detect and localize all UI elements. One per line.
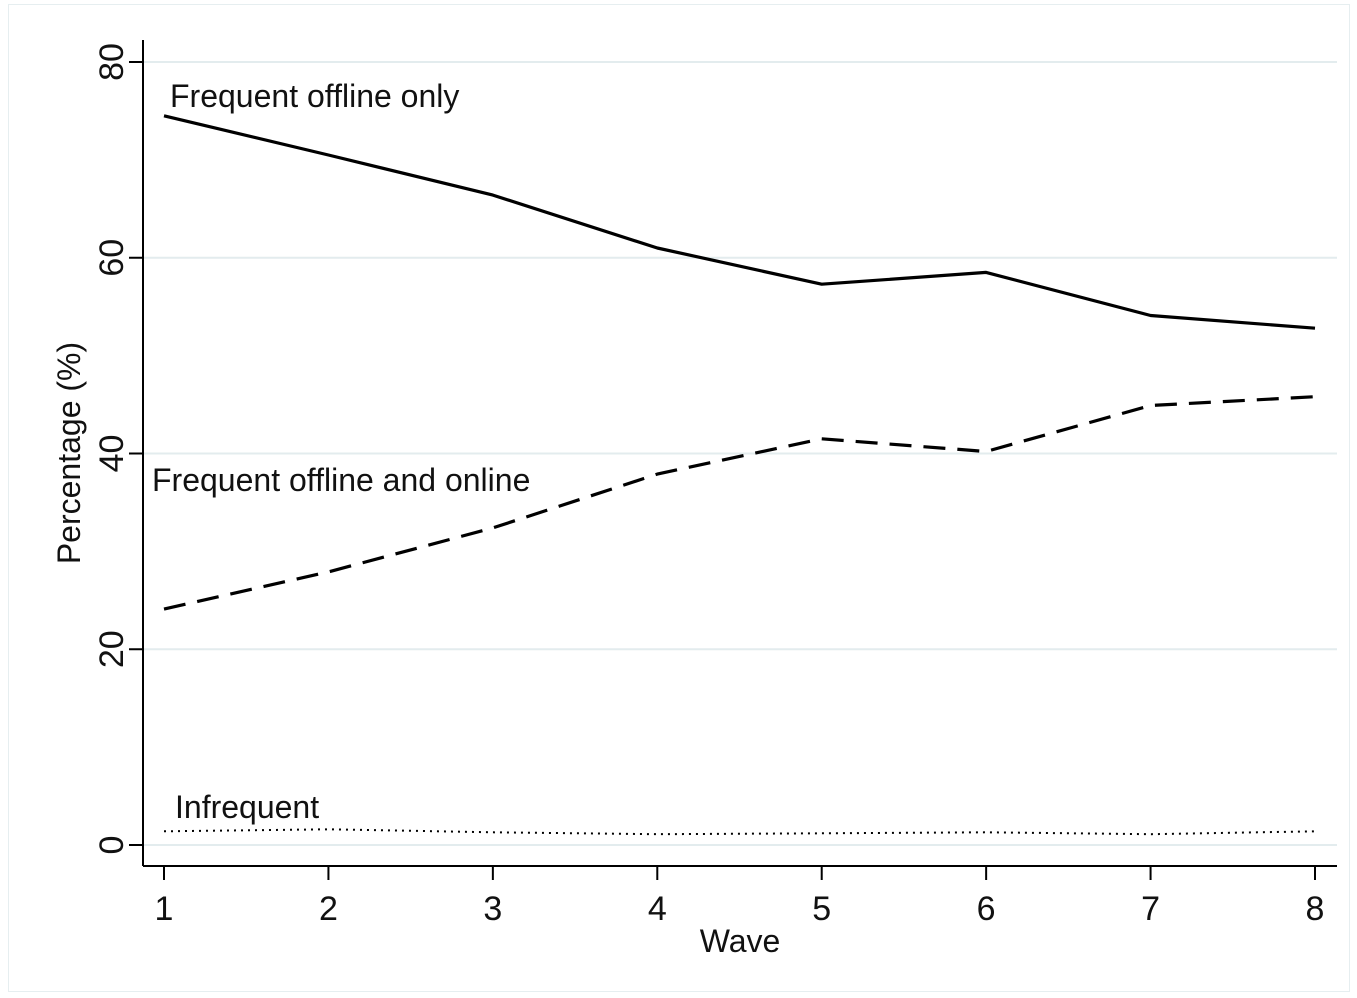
x-axis-title: Wave [700,923,781,959]
y-tick-label-0: 0 [93,836,131,855]
x-tick-label-8: 8 [1306,890,1325,928]
series-label-3: Infrequent [175,789,319,825]
x-tick-label-2: 2 [319,890,338,928]
y-axis-title: Percentage (%) [51,342,87,564]
series-line-2 [163,395,1316,611]
series-labels: Frequent offline only Frequent offline an… [152,78,530,825]
x-tick-label-3: 3 [483,890,502,928]
series-line-1 [163,114,1316,330]
series-label-2: Frequent offline and online [152,462,530,498]
y-tick-label-60: 60 [93,239,131,277]
gridlines [143,61,1337,846]
axes: 0 20 40 60 80 1 2 3 4 5 6 7 8 [93,40,1337,928]
x-tick-label-4: 4 [648,890,667,928]
x-tick-label-6: 6 [977,890,996,928]
x-tick-label-7: 7 [1141,890,1160,928]
series-lines [163,114,1316,836]
series-label-1: Frequent offline only [170,78,459,114]
y-tick-label-40: 40 [93,435,131,473]
series-line-3 [163,828,1316,836]
chart-frame [8,4,1350,992]
y-tick-label-80: 80 [93,43,131,81]
y-tick-label-20: 20 [93,630,131,668]
x-tick-label-5: 5 [812,890,831,928]
x-tick-label-1: 1 [155,890,174,928]
